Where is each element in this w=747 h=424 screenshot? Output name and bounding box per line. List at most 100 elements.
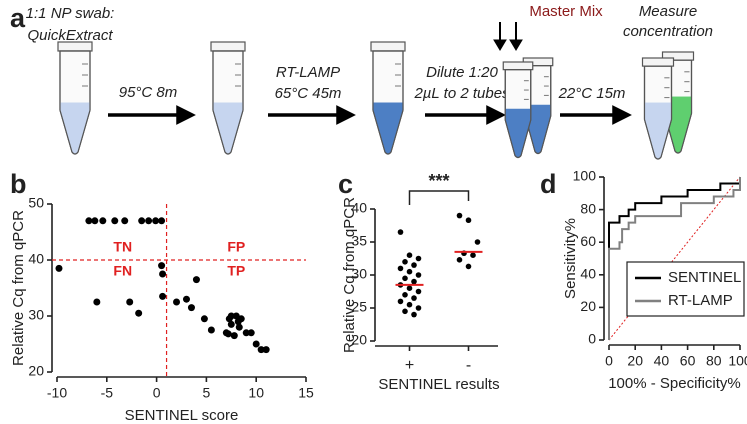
point <box>173 298 181 306</box>
point <box>93 298 101 306</box>
quadrant-label: TN <box>113 239 132 255</box>
panel-label: a <box>10 3 26 33</box>
tube-cap <box>641 57 675 67</box>
x-tick-label: - <box>466 357 471 374</box>
point <box>145 217 153 225</box>
point <box>406 301 413 308</box>
roc-line <box>608 177 741 340</box>
tube <box>641 57 675 160</box>
point <box>182 295 190 303</box>
y-tick-label: 40 <box>580 266 596 282</box>
point <box>465 217 472 224</box>
tube-liquid <box>60 102 90 154</box>
tube-body <box>643 65 673 160</box>
point <box>411 278 417 285</box>
y-tick-label: 40 <box>351 200 367 216</box>
x-tick-label: 0 <box>605 353 613 369</box>
x-axis-label: SENTINEL score <box>125 407 239 424</box>
step-label: RT-LAMP <box>276 64 340 81</box>
measure-label: concentration <box>623 23 713 40</box>
tube <box>502 61 534 159</box>
x-tick-label: 5 <box>203 385 211 401</box>
roc-line <box>608 177 741 340</box>
point <box>158 217 166 225</box>
point <box>230 332 238 340</box>
point <box>415 255 422 262</box>
quadrant-label: FN <box>113 263 132 279</box>
point <box>415 288 422 295</box>
point <box>247 329 255 337</box>
point <box>159 292 167 300</box>
tube-body <box>663 59 693 154</box>
step-label: Dilute 1:20 <box>426 64 498 81</box>
step-label: 22°C 15m <box>558 85 626 102</box>
tube-body <box>372 50 404 155</box>
point <box>456 257 463 263</box>
sample-label: 1:1 NP swab: <box>26 5 115 22</box>
point <box>99 217 107 225</box>
y-tick-label: 30 <box>28 307 44 323</box>
point <box>242 329 250 337</box>
tube <box>57 41 93 155</box>
master-mix-label: Master Mix <box>529 3 603 20</box>
legend-label: RT-LAMP <box>668 292 733 309</box>
point <box>252 340 260 348</box>
x-tick-label: 20 <box>627 353 643 369</box>
y-tick-label: 20 <box>580 298 596 314</box>
point <box>411 295 417 301</box>
point <box>135 309 143 317</box>
point <box>397 298 404 305</box>
y-tick-label: 20 <box>28 363 44 379</box>
y-tick-label: 20 <box>351 332 367 348</box>
x-tick-label: 15 <box>298 385 314 401</box>
point <box>415 305 422 311</box>
y-tick-label: 40 <box>28 251 44 267</box>
x-tick-label: 100 <box>728 353 747 369</box>
legend-box <box>626 261 745 317</box>
point <box>126 298 134 306</box>
point <box>152 217 160 225</box>
point <box>121 217 129 225</box>
point <box>235 323 243 331</box>
tube-cap <box>502 61 534 71</box>
y-tick-label: 0 <box>588 331 596 347</box>
y-axis-label: Sensitivity% <box>562 218 579 299</box>
step-label: 65°C 45m <box>275 85 342 102</box>
point <box>187 304 195 312</box>
x-tick-label: -5 <box>101 385 114 401</box>
panel-label: c <box>338 169 353 199</box>
y-tick-label: 25 <box>351 299 367 315</box>
step-label: 95°C 8m <box>119 84 178 101</box>
diagonal <box>608 176 741 341</box>
tube-liquid <box>505 108 531 158</box>
y-tick-label: 35 <box>351 233 367 249</box>
point <box>158 262 166 270</box>
x-axis-label: 100% - Specificity% <box>608 375 741 392</box>
point <box>200 315 208 323</box>
tube-body <box>59 50 91 155</box>
process-arrows <box>108 22 632 125</box>
y-tick-label: 60 <box>580 233 596 249</box>
point <box>411 262 417 268</box>
tube-body <box>524 65 552 155</box>
point <box>397 229 404 235</box>
x-tick-label: 40 <box>654 353 670 369</box>
x-tick-label: 60 <box>680 353 696 369</box>
point <box>224 330 232 338</box>
point <box>237 315 245 323</box>
point <box>456 212 463 219</box>
point <box>406 252 413 258</box>
point <box>402 259 408 265</box>
quadrant-label: FP <box>227 239 245 255</box>
tube-cap <box>370 41 406 52</box>
point <box>91 217 99 225</box>
point <box>207 326 215 334</box>
tube-liquid <box>644 102 672 159</box>
sample-label: QuickExtract <box>27 27 113 44</box>
tube-body <box>504 69 532 159</box>
y-tick-label: 80 <box>580 200 596 216</box>
point <box>55 264 63 272</box>
y-axis-label: Relative Cq from qPCR <box>10 210 27 366</box>
tube-liquid <box>373 102 403 154</box>
point <box>227 312 235 320</box>
